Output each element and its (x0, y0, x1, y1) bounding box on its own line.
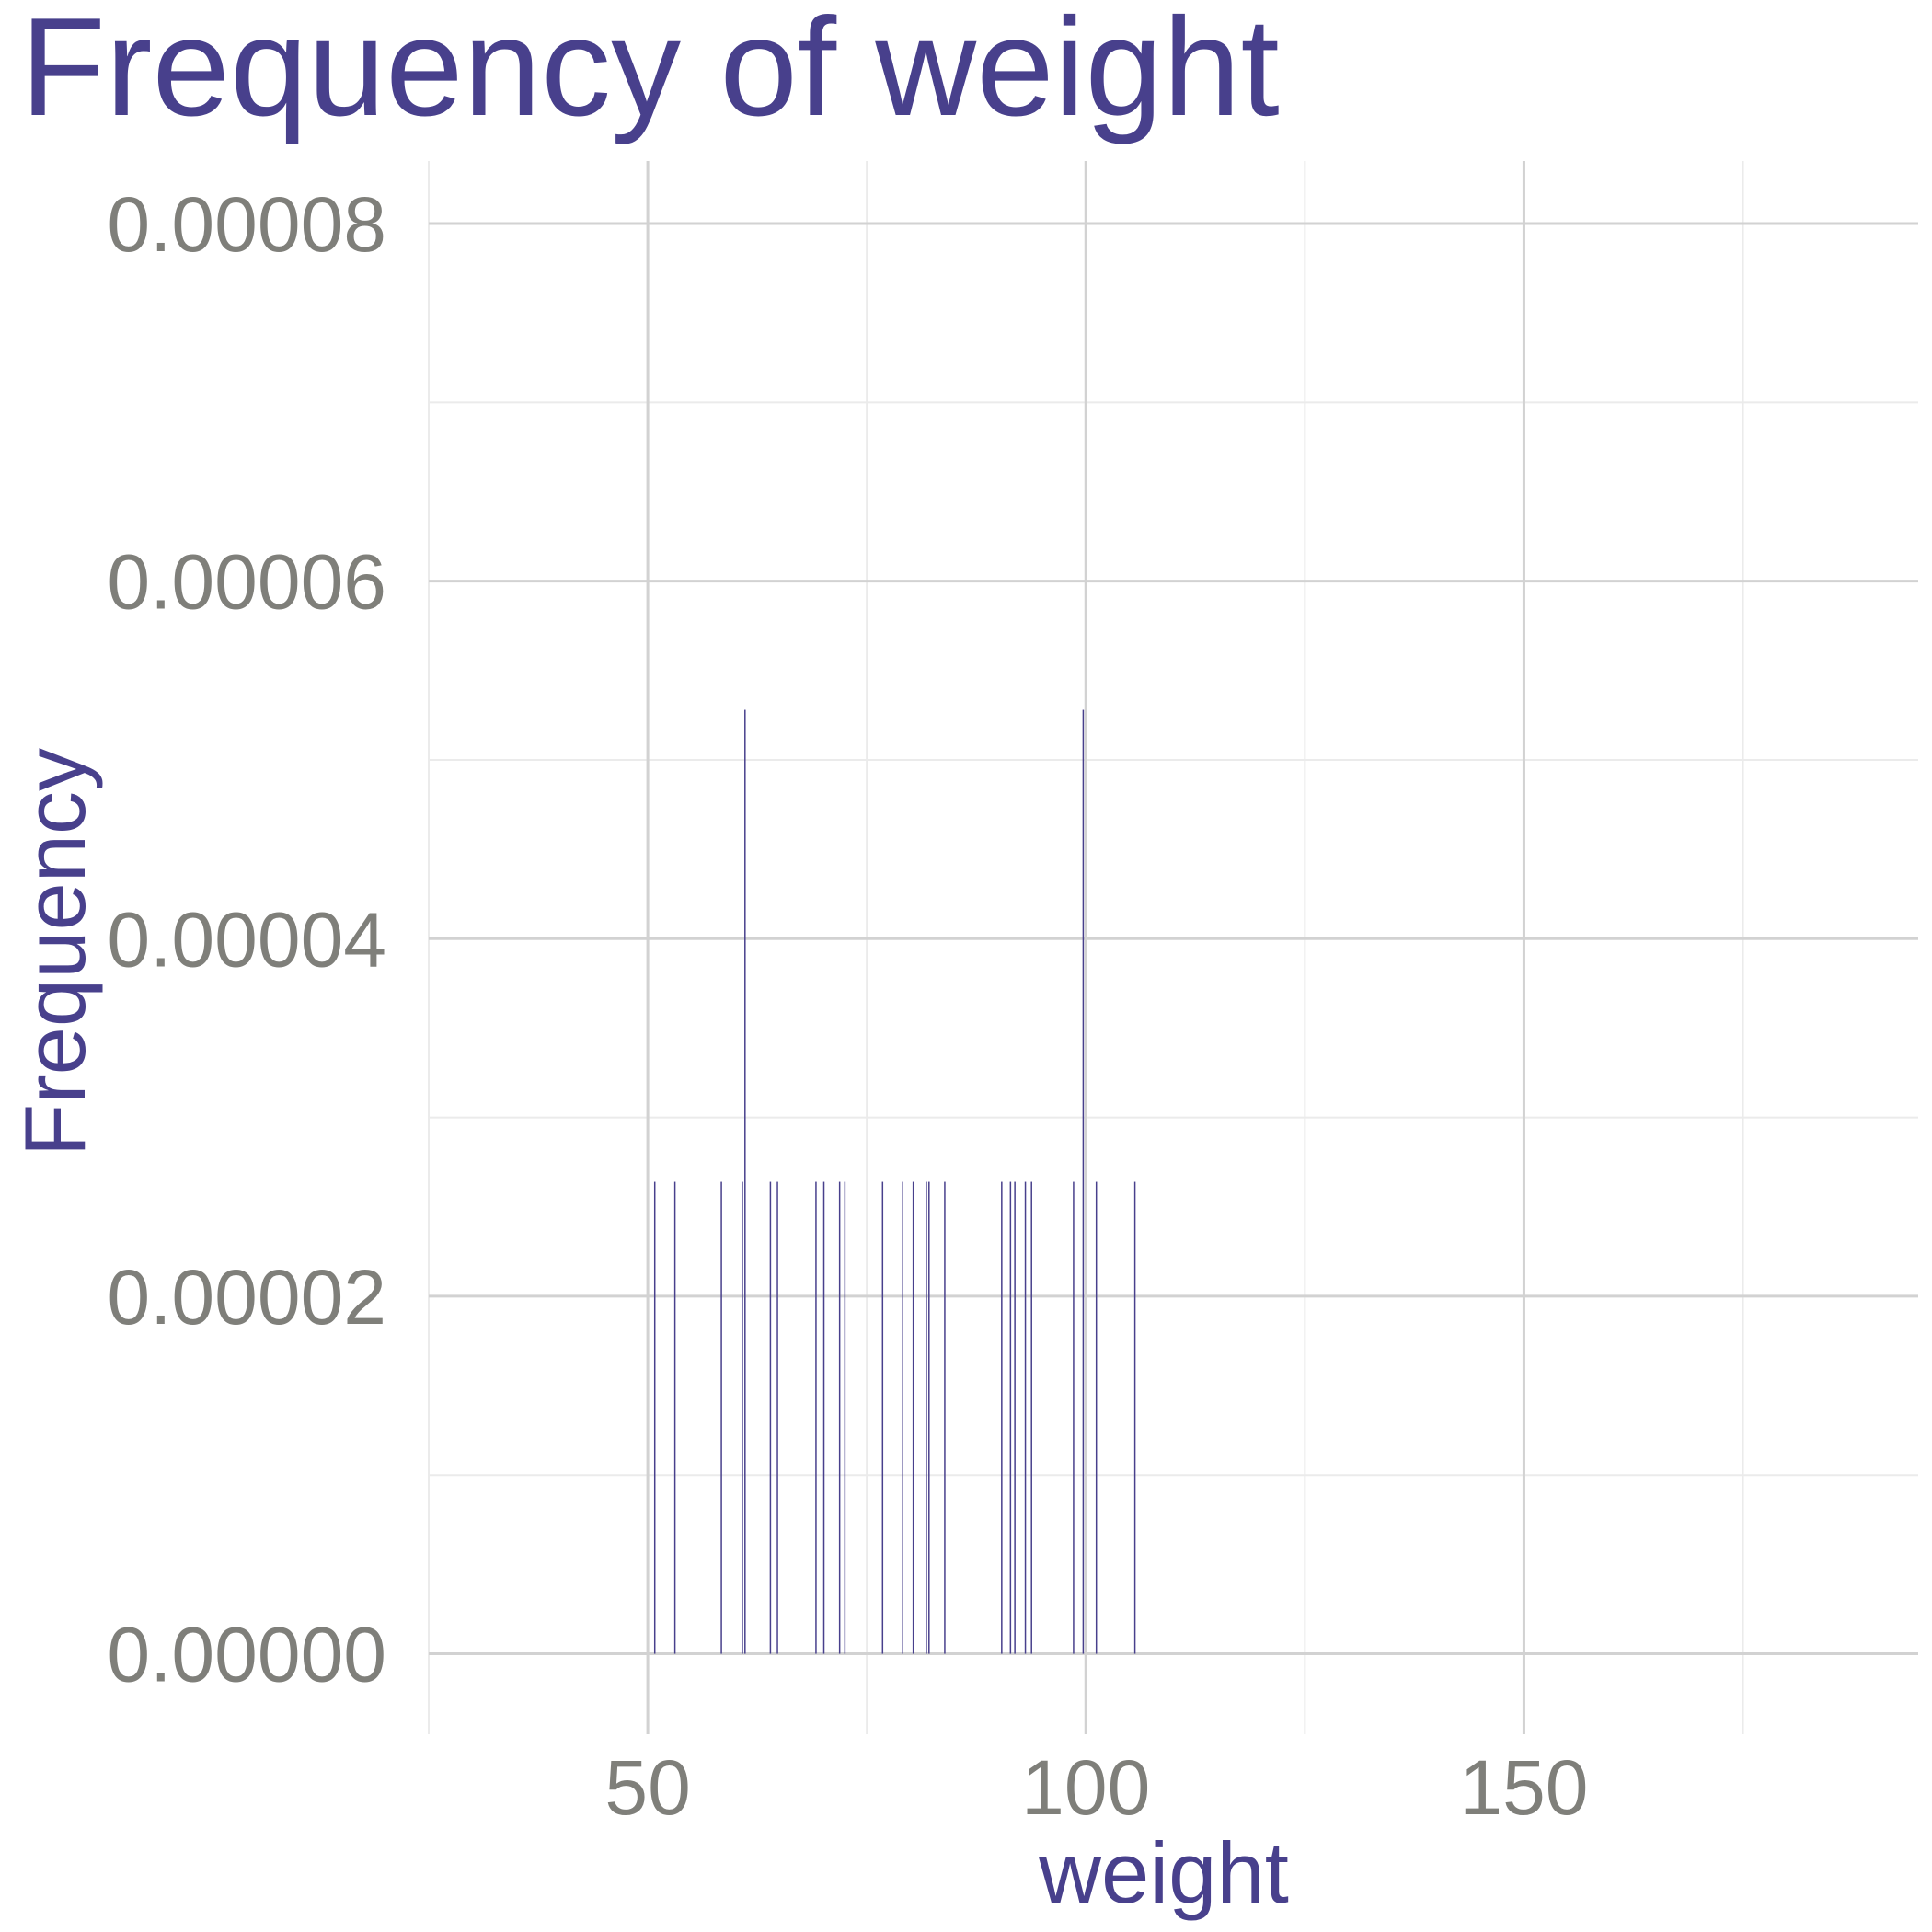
histogram-bar (744, 709, 746, 1654)
histogram-bar (1030, 1181, 1032, 1654)
histogram-bar (926, 1181, 927, 1654)
histogram-bar (902, 1181, 903, 1654)
histogram-bar (776, 1181, 778, 1654)
histogram-bar (1024, 1181, 1027, 1654)
histogram-bar (881, 1181, 884, 1654)
histogram-bar (815, 1181, 817, 1654)
y-tick-label: 0.00006 (107, 539, 386, 626)
histogram-bar (1082, 709, 1085, 1654)
histogram-bar (944, 1181, 946, 1654)
histogram-bar (838, 1181, 841, 1654)
y-tick-label: 0.00000 (107, 1612, 386, 1698)
histogram-bar (928, 1181, 930, 1654)
histogram-bar (769, 1181, 772, 1654)
y-tick-label: 0.00004 (107, 896, 386, 983)
x-axis-title: weight (1038, 1824, 1289, 1921)
major-gridlines (429, 161, 1918, 1734)
y-tick-label: 0.00002 (107, 1254, 386, 1340)
y-tick-label: 0.00008 (107, 181, 386, 268)
histogram-bar (912, 1181, 914, 1654)
y-axis-title: Frequency (6, 748, 103, 1156)
x-tick-label: 150 (1459, 1744, 1588, 1831)
x-tick-label: 50 (604, 1744, 690, 1831)
histogram-bar (1095, 1181, 1098, 1654)
y-axis-tick-labels: 0.00000 0.00002 0.00004 0.00006 0.00008 (107, 181, 386, 1698)
bar-series (653, 709, 1136, 1654)
histogram-bar (1073, 1181, 1075, 1654)
minor-gridlines (428, 161, 1918, 1734)
x-tick-label: 100 (1021, 1744, 1150, 1831)
histogram-bar (673, 1181, 676, 1654)
x-axis-tick-labels: 50 100 150 (604, 1744, 1588, 1831)
histogram-bar (720, 1181, 722, 1654)
histogram-bar (742, 1181, 743, 1654)
histogram-bar (1133, 1181, 1136, 1654)
histogram-bar (844, 1181, 846, 1654)
histogram-bar (653, 1181, 656, 1654)
histogram-bar (1014, 1181, 1016, 1654)
histogram-bar (822, 1181, 825, 1654)
chart-title: Frequency of weight (20, 0, 1280, 145)
histogram-bar (1009, 1181, 1012, 1654)
histogram-bar (1001, 1181, 1003, 1654)
